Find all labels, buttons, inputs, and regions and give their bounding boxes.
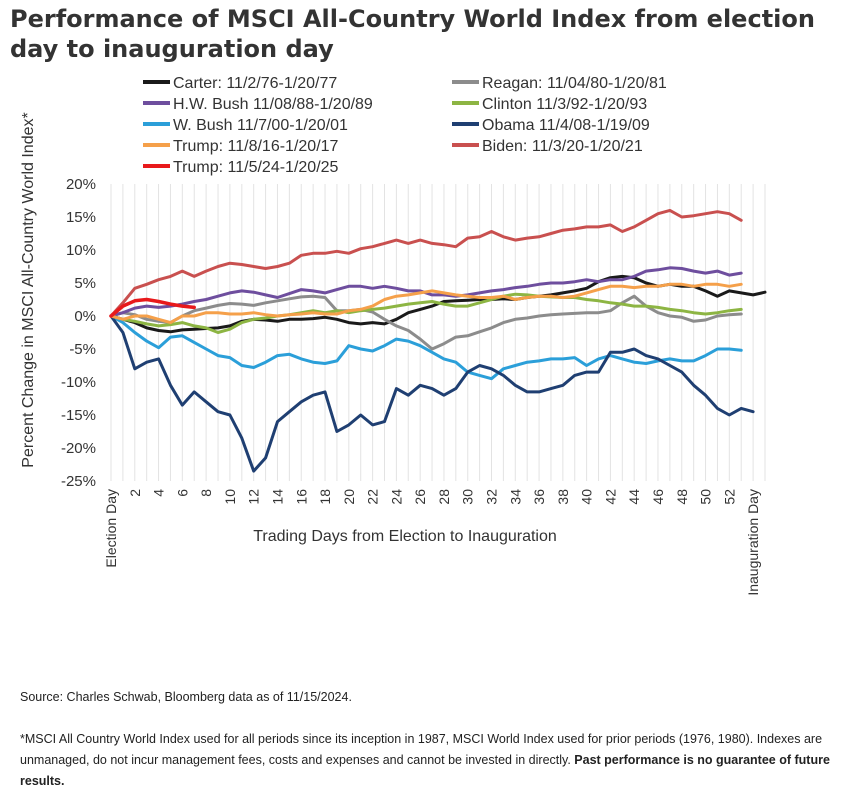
legend-item: W. Bush 11/7/00-1/20/01 (173, 117, 348, 134)
x-tick-label: 30 (460, 489, 476, 505)
x-tick-label: 40 (579, 489, 595, 505)
x-tick-label: 28 (436, 489, 452, 505)
y-tick-label: 0% (74, 308, 96, 325)
source-note: Source: Charles Schwab, Bloomberg data a… (20, 690, 352, 704)
x-tick-label: 42 (602, 489, 618, 505)
x-tick-label: 2 (127, 489, 143, 497)
series-line-biden-11-3-20-1-20-21 (109, 208, 743, 318)
legend-item: Biden: 11/3/20-1/20/21 (482, 138, 643, 155)
y-tick-label: 20% (66, 176, 96, 193)
y-tick-label: -15% (61, 407, 96, 424)
y-tick-label: 15% (66, 209, 96, 226)
legend-item: Trump: 11/5/24-1/20/25 (173, 159, 339, 176)
line-chart: Carter: 11/2/76-1/20/77 Reagan: 11/04/80-… (20, 75, 767, 596)
x-tick-label: 6 (174, 489, 190, 497)
legend-item: H.W. Bush 11/08/88-1/20/89 (173, 96, 373, 113)
x-tick-label: 32 (484, 489, 500, 505)
y-tick-label: -5% (69, 341, 96, 358)
x-tick-label: 22 (365, 489, 381, 505)
x-tick-label: 20 (341, 489, 357, 505)
footnote-text: *MSCI All Country World Index used for a… (20, 732, 823, 767)
x-tick-label: 16 (293, 489, 309, 505)
y-tick-label: -25% (61, 473, 96, 490)
series-lines (109, 208, 767, 473)
series-line-trump-11-8-16-1-20-17 (109, 282, 743, 325)
x-tick-label: 52 (721, 489, 737, 505)
x-tick-label: 48 (674, 489, 690, 505)
footnote: *MSCI All Country World Index used for a… (20, 729, 850, 792)
x-tick-label: 44 (626, 489, 642, 505)
x-tick-label: 14 (269, 489, 285, 505)
footnote-disclaimer: Past performance is no guarantee of futu… (20, 753, 830, 788)
series-line-reagan-11-04-80-1-20-81 (109, 294, 743, 351)
legend-item: Carter: 11/2/76-1/20/77 (173, 75, 337, 92)
x-tick-label: 4 (151, 489, 167, 497)
x-tick-label: 46 (650, 489, 666, 505)
y-tick-label: 5% (74, 275, 96, 292)
legend-item: Reagan: 11/04/80-1/20/81 (482, 75, 667, 92)
y-axis-label: Percent Change in MSCI All-Country World… (20, 112, 37, 467)
grid (110, 184, 766, 481)
legend-item: Obama 11/4/08-1/19/09 (482, 117, 650, 134)
x-tick-label: 12 (246, 489, 262, 505)
x-axis-label: Trading Days from Election to Inaugurati… (253, 528, 557, 545)
series-line-w-bush-11-7-00-1-20-01 (109, 314, 743, 381)
x-tick-label: 18 (317, 489, 333, 505)
y-axis-ticks: 20% 15% 10% 5% 0% -5% -10% -15% -20% -25% (61, 176, 96, 490)
x-tick-label: 38 (555, 489, 571, 505)
legend-item: Trump: 11/8/16-1/20/17 (173, 138, 339, 155)
x-tick-label: Election Day (103, 489, 119, 568)
x-tick-label: 50 (698, 489, 714, 505)
x-tick-label: 36 (531, 489, 547, 505)
y-tick-label: -20% (61, 440, 96, 457)
series-line-trump-11-5-24-1-20-25 (109, 297, 196, 318)
legend: Carter: 11/2/76-1/20/77 Reagan: 11/04/80-… (143, 75, 667, 176)
y-tick-label: -10% (61, 374, 96, 391)
x-tick-label: 8 (198, 489, 214, 497)
x-tick-label: Inauguration Day (745, 489, 761, 596)
series-line-obama-11-4-08-1-19-09 (109, 314, 755, 473)
x-tick-label: 24 (388, 489, 404, 505)
series-line-clinton-11-3-92-1-20-93 (109, 292, 743, 334)
x-tick-label: 10 (222, 489, 238, 505)
legend-item: Clinton 11/3/92-1/20/93 (482, 96, 647, 113)
chart-title: Performance of MSCI All-Country World In… (10, 5, 815, 63)
y-tick-label: 10% (66, 242, 96, 259)
x-tick-label: 26 (412, 489, 428, 505)
x-tick-label: 34 (507, 489, 523, 505)
x-axis-ticks: Election Day 2 4 6 8 10 12 14 16 18 20 22 24 26 28 30 32… (103, 489, 761, 596)
